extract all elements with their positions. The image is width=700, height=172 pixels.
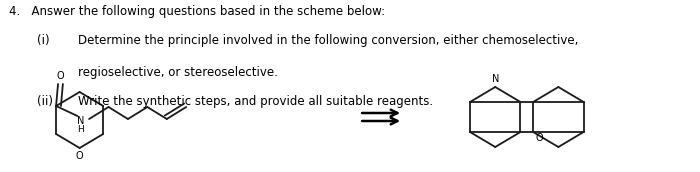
Text: H: H (77, 126, 84, 135)
Text: (ii): (ii) (37, 95, 53, 109)
Text: 4.   Answer the following questions based in the scheme below:: 4. Answer the following questions based … (9, 5, 385, 18)
Text: Write the synthetic steps, and provide all suitable reagents.: Write the synthetic steps, and provide a… (78, 95, 433, 109)
Text: O: O (535, 133, 542, 143)
Text: O: O (56, 71, 64, 81)
Text: N: N (77, 116, 84, 126)
Text: O: O (76, 151, 83, 161)
Text: N: N (491, 74, 499, 84)
Text: (i): (i) (37, 34, 50, 47)
Text: Determine the principle involved in the following conversion, either chemoselect: Determine the principle involved in the … (78, 34, 578, 47)
Text: regioselective, or stereoselective.: regioselective, or stereoselective. (78, 66, 278, 79)
